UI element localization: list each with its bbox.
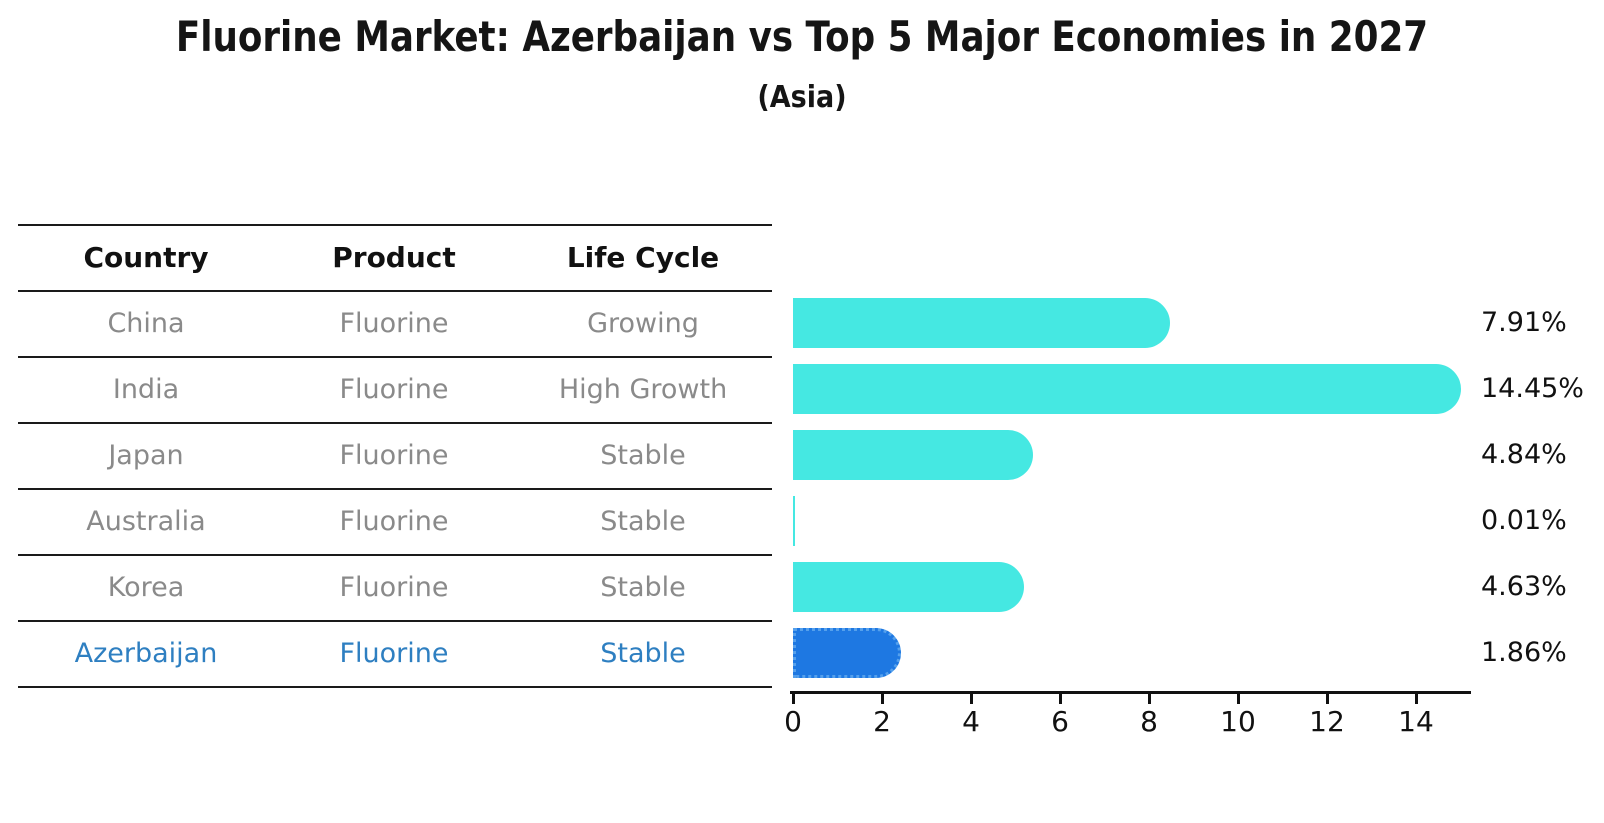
value-label-azerbaijan: 1.86% xyxy=(1481,636,1567,668)
value-label-china: 7.91% xyxy=(1481,306,1567,338)
country-cell: China xyxy=(107,308,185,340)
x-tick-mark-6 xyxy=(1058,693,1062,704)
product-cell: Fluorine xyxy=(339,638,449,670)
x-tick-label-4: 4 xyxy=(962,705,980,738)
life-cycle-cell: Stable xyxy=(600,506,686,538)
header-life-cycle: Life Cycle xyxy=(566,240,720,274)
product-cell: Fluorine xyxy=(339,440,449,472)
country-cell: Japan xyxy=(108,440,184,472)
table-row-australia: Australia Fluorine Stable xyxy=(18,488,772,554)
life-cycle-cell: High Growth xyxy=(558,374,728,406)
x-axis-line xyxy=(790,691,1471,694)
country-cell: India xyxy=(112,374,180,406)
x-tick-label-6: 6 xyxy=(1051,705,1069,738)
x-tick-mark-0 xyxy=(791,693,795,704)
value-label-australia: 0.01% xyxy=(1481,504,1567,536)
value-label-japan: 4.84% xyxy=(1481,438,1567,470)
value-label-korea: 4.63% xyxy=(1481,570,1567,602)
x-tick-label-10: 10 xyxy=(1220,705,1256,738)
header-product: Product xyxy=(332,240,456,274)
x-tick-mark-8 xyxy=(1147,693,1151,704)
table-row-azerbaijan: Azerbaijan Fluorine Stable xyxy=(18,620,772,688)
table-row-japan: Japan Fluorine Stable xyxy=(18,422,772,488)
bar-japan xyxy=(793,430,1034,480)
country-cell: Azerbaijan xyxy=(74,638,218,670)
bar-china xyxy=(793,298,1170,348)
x-tick-mark-4 xyxy=(969,693,973,704)
x-tick-label-14: 14 xyxy=(1398,705,1434,738)
x-tick-label-12: 12 xyxy=(1309,705,1345,738)
x-tick-label-0: 0 xyxy=(784,705,802,738)
header-country: Country xyxy=(83,240,209,274)
table-row-china: China Fluorine Growing xyxy=(18,290,772,356)
life-cycle-cell: Stable xyxy=(600,572,686,604)
bar-azerbaijan xyxy=(793,628,901,678)
x-tick-mark-10 xyxy=(1236,693,1240,704)
x-tick-label-2: 2 xyxy=(873,705,891,738)
bar-australia xyxy=(793,496,795,546)
chart-title: Fluorine Market: Azerbaijan vs Top 5 Maj… xyxy=(175,12,1429,61)
bar-india xyxy=(793,364,1462,414)
product-cell: Fluorine xyxy=(339,374,449,406)
x-tick-mark-14 xyxy=(1414,693,1418,704)
product-cell: Fluorine xyxy=(339,506,449,538)
bar-korea xyxy=(793,562,1025,612)
table-row-korea: Korea Fluorine Stable xyxy=(18,554,772,620)
product-cell: Fluorine xyxy=(339,572,449,604)
table-row-india: India Fluorine High Growth xyxy=(18,356,772,422)
country-table: Country Product Life Cycle China Fluorine… xyxy=(18,224,772,688)
life-cycle-cell: Stable xyxy=(600,638,686,670)
country-cell: Korea xyxy=(107,572,185,604)
life-cycle-cell: Stable xyxy=(600,440,686,472)
x-tick-mark-12 xyxy=(1325,693,1329,704)
value-label-india: 14.45% xyxy=(1481,372,1584,404)
table-header-row: Country Product Life Cycle xyxy=(18,224,772,290)
x-tick-mark-2 xyxy=(880,693,884,704)
x-tick-label-8: 8 xyxy=(1140,705,1158,738)
product-cell: Fluorine xyxy=(339,308,449,340)
chart-subtitle: (Asia) xyxy=(757,80,847,115)
life-cycle-cell: Growing xyxy=(587,308,699,340)
country-cell: Australia xyxy=(86,506,206,538)
